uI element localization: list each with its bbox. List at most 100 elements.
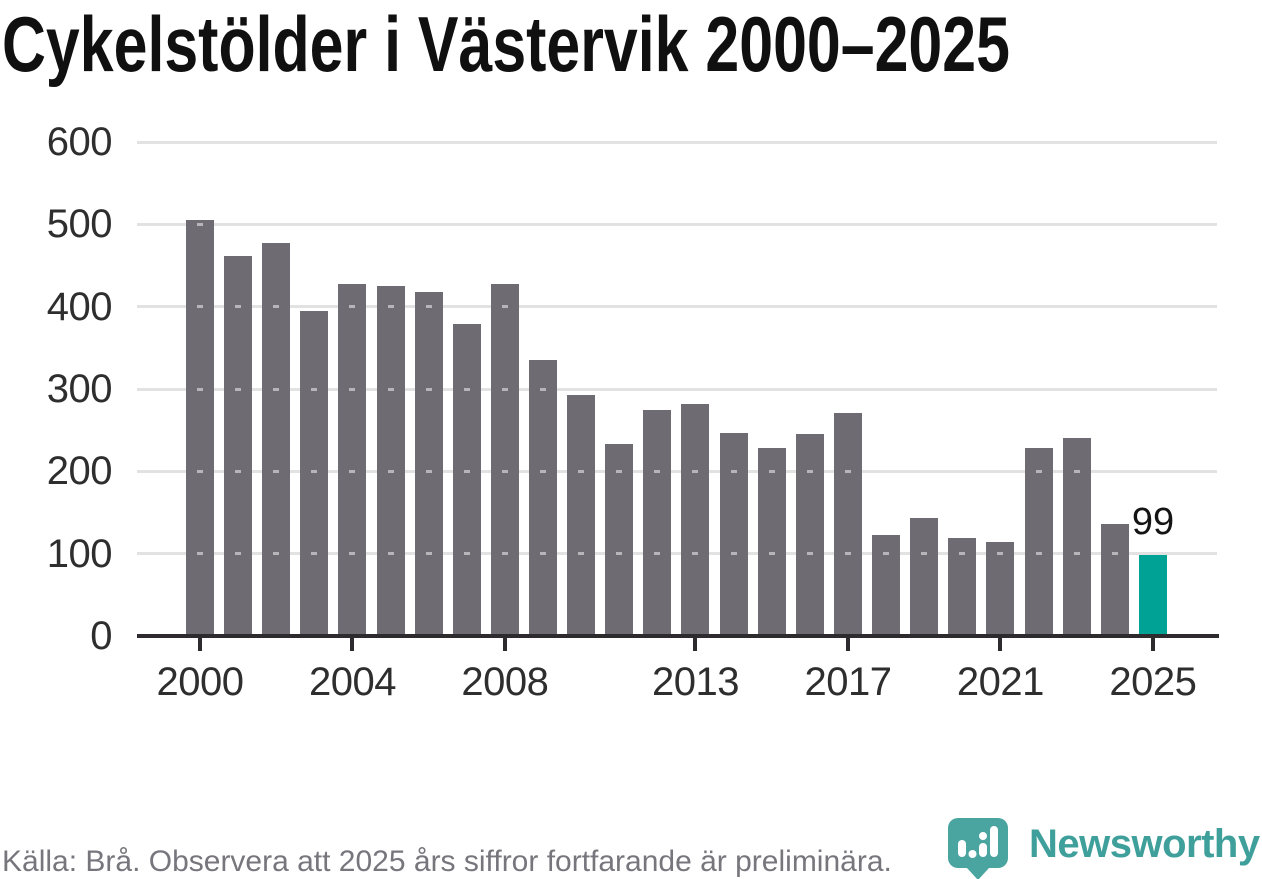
gridline-400 bbox=[137, 305, 1217, 309]
bar-2008 bbox=[490, 284, 519, 636]
y-tick-label-500: 500 bbox=[46, 202, 113, 247]
x-axis-line bbox=[137, 634, 1219, 638]
gridline-dash bbox=[235, 552, 242, 556]
gridline-dash bbox=[730, 552, 737, 556]
gridline-dash bbox=[1073, 469, 1080, 473]
gridline-dash bbox=[768, 552, 775, 556]
gridline-dash bbox=[578, 552, 585, 556]
gridline-dash bbox=[197, 387, 203, 391]
gridline-dash bbox=[768, 469, 775, 473]
gridline-dash bbox=[425, 469, 432, 473]
gridline-dash bbox=[654, 552, 661, 556]
x-tick-2004 bbox=[350, 638, 355, 651]
gridline-100 bbox=[137, 552, 1217, 556]
x-tick-2025 bbox=[1150, 638, 1155, 651]
gridline-dash bbox=[1111, 552, 1118, 556]
gridline-dash bbox=[501, 469, 508, 473]
gridline-dash bbox=[921, 552, 928, 556]
x-tick-label-2008: 2008 bbox=[461, 660, 549, 704]
gridline-dash bbox=[425, 387, 432, 391]
gridline-dash bbox=[692, 552, 699, 556]
gridline-dash bbox=[273, 469, 280, 473]
x-tick-2017 bbox=[845, 638, 850, 651]
gridline-dash bbox=[349, 305, 356, 309]
x-tick-2021 bbox=[998, 638, 1003, 651]
gridline-dash bbox=[197, 469, 203, 473]
x-tick-label-2025: 2025 bbox=[1109, 660, 1197, 704]
gridline-dash bbox=[540, 387, 547, 391]
gridline-dash bbox=[273, 305, 280, 309]
source-note: Källa: Brå. Observera att 2025 års siffr… bbox=[2, 845, 892, 878]
gridline-dash bbox=[273, 552, 280, 556]
bar-2001 bbox=[224, 255, 253, 636]
bar-2002 bbox=[262, 243, 291, 636]
gridline-dash bbox=[1035, 469, 1042, 473]
plot-area bbox=[137, 136, 1218, 636]
bar-2003 bbox=[300, 310, 329, 636]
bar-2019 bbox=[910, 518, 939, 636]
gridline-200 bbox=[137, 469, 1217, 473]
gridline-dash bbox=[730, 469, 737, 473]
gridline-500 bbox=[137, 222, 1217, 226]
gridline-dash bbox=[463, 469, 470, 473]
gridline-dash bbox=[311, 552, 318, 556]
gridline-dash bbox=[425, 552, 432, 556]
gridline-dash bbox=[844, 552, 851, 556]
y-tick-label-600: 600 bbox=[46, 120, 113, 164]
gridline-dash bbox=[501, 305, 508, 309]
bar-2007 bbox=[452, 324, 481, 636]
bar-2018 bbox=[872, 534, 901, 636]
gridline-dash bbox=[540, 469, 547, 473]
gridline-dash bbox=[501, 387, 508, 391]
x-tick-2008 bbox=[502, 638, 507, 651]
gridline-dash bbox=[883, 552, 890, 556]
y-tick-label-0: 0 bbox=[90, 614, 112, 658]
bar-2022 bbox=[1024, 447, 1053, 636]
gridline-dash bbox=[387, 305, 394, 309]
chart-title: Cykelstölder i Västervik 2000–2025 bbox=[2, 0, 1010, 88]
bar-2000 bbox=[186, 220, 214, 636]
bar-2013 bbox=[681, 403, 710, 636]
x-tick-label-2000: 2000 bbox=[156, 660, 244, 704]
gridline-dash bbox=[197, 222, 203, 226]
gridline-dash bbox=[235, 305, 242, 309]
gridline-dash bbox=[197, 552, 203, 556]
gridline-dash bbox=[311, 469, 318, 473]
gridline-dash bbox=[1073, 552, 1080, 556]
y-tick-label-400: 400 bbox=[46, 284, 113, 329]
gridline-dash bbox=[425, 305, 432, 309]
bar-2021 bbox=[986, 542, 1015, 636]
bar-2025 bbox=[1138, 554, 1167, 636]
y-tick-label-300: 300 bbox=[46, 367, 113, 411]
gridline-dash bbox=[616, 552, 623, 556]
newsworthy-wordmark: Newsworthy bbox=[1029, 822, 1260, 866]
gridline-dash bbox=[844, 469, 851, 473]
bar-2011 bbox=[605, 444, 634, 636]
gridline-dash bbox=[806, 469, 813, 473]
bar-2015 bbox=[757, 447, 786, 636]
gridline-dash bbox=[349, 469, 356, 473]
gridline-dash bbox=[235, 469, 242, 473]
bar-2024 bbox=[1100, 524, 1129, 636]
gridline-dash bbox=[959, 552, 966, 556]
gridline-dash bbox=[311, 387, 318, 391]
gridline-dash bbox=[387, 387, 394, 391]
gridline-dash bbox=[273, 387, 280, 391]
x-tick-2000 bbox=[198, 638, 202, 651]
bar-2009 bbox=[529, 360, 558, 636]
gridline-dash bbox=[578, 469, 585, 473]
x-tick-2013 bbox=[693, 638, 698, 651]
gridline-dash bbox=[349, 387, 356, 391]
highlight-value-label: 99 bbox=[1131, 501, 1175, 543]
x-tick-label-2013: 2013 bbox=[651, 660, 739, 704]
gridline-dash bbox=[654, 469, 661, 473]
gridline-dash bbox=[540, 552, 547, 556]
y-tick-label-200: 200 bbox=[46, 449, 113, 494]
bar-2004 bbox=[338, 283, 367, 636]
bar-2014 bbox=[719, 432, 748, 636]
gridline-dash bbox=[387, 469, 394, 473]
bar-2017 bbox=[833, 412, 862, 636]
gridline-dash bbox=[997, 552, 1004, 556]
bar-2012 bbox=[643, 409, 672, 636]
